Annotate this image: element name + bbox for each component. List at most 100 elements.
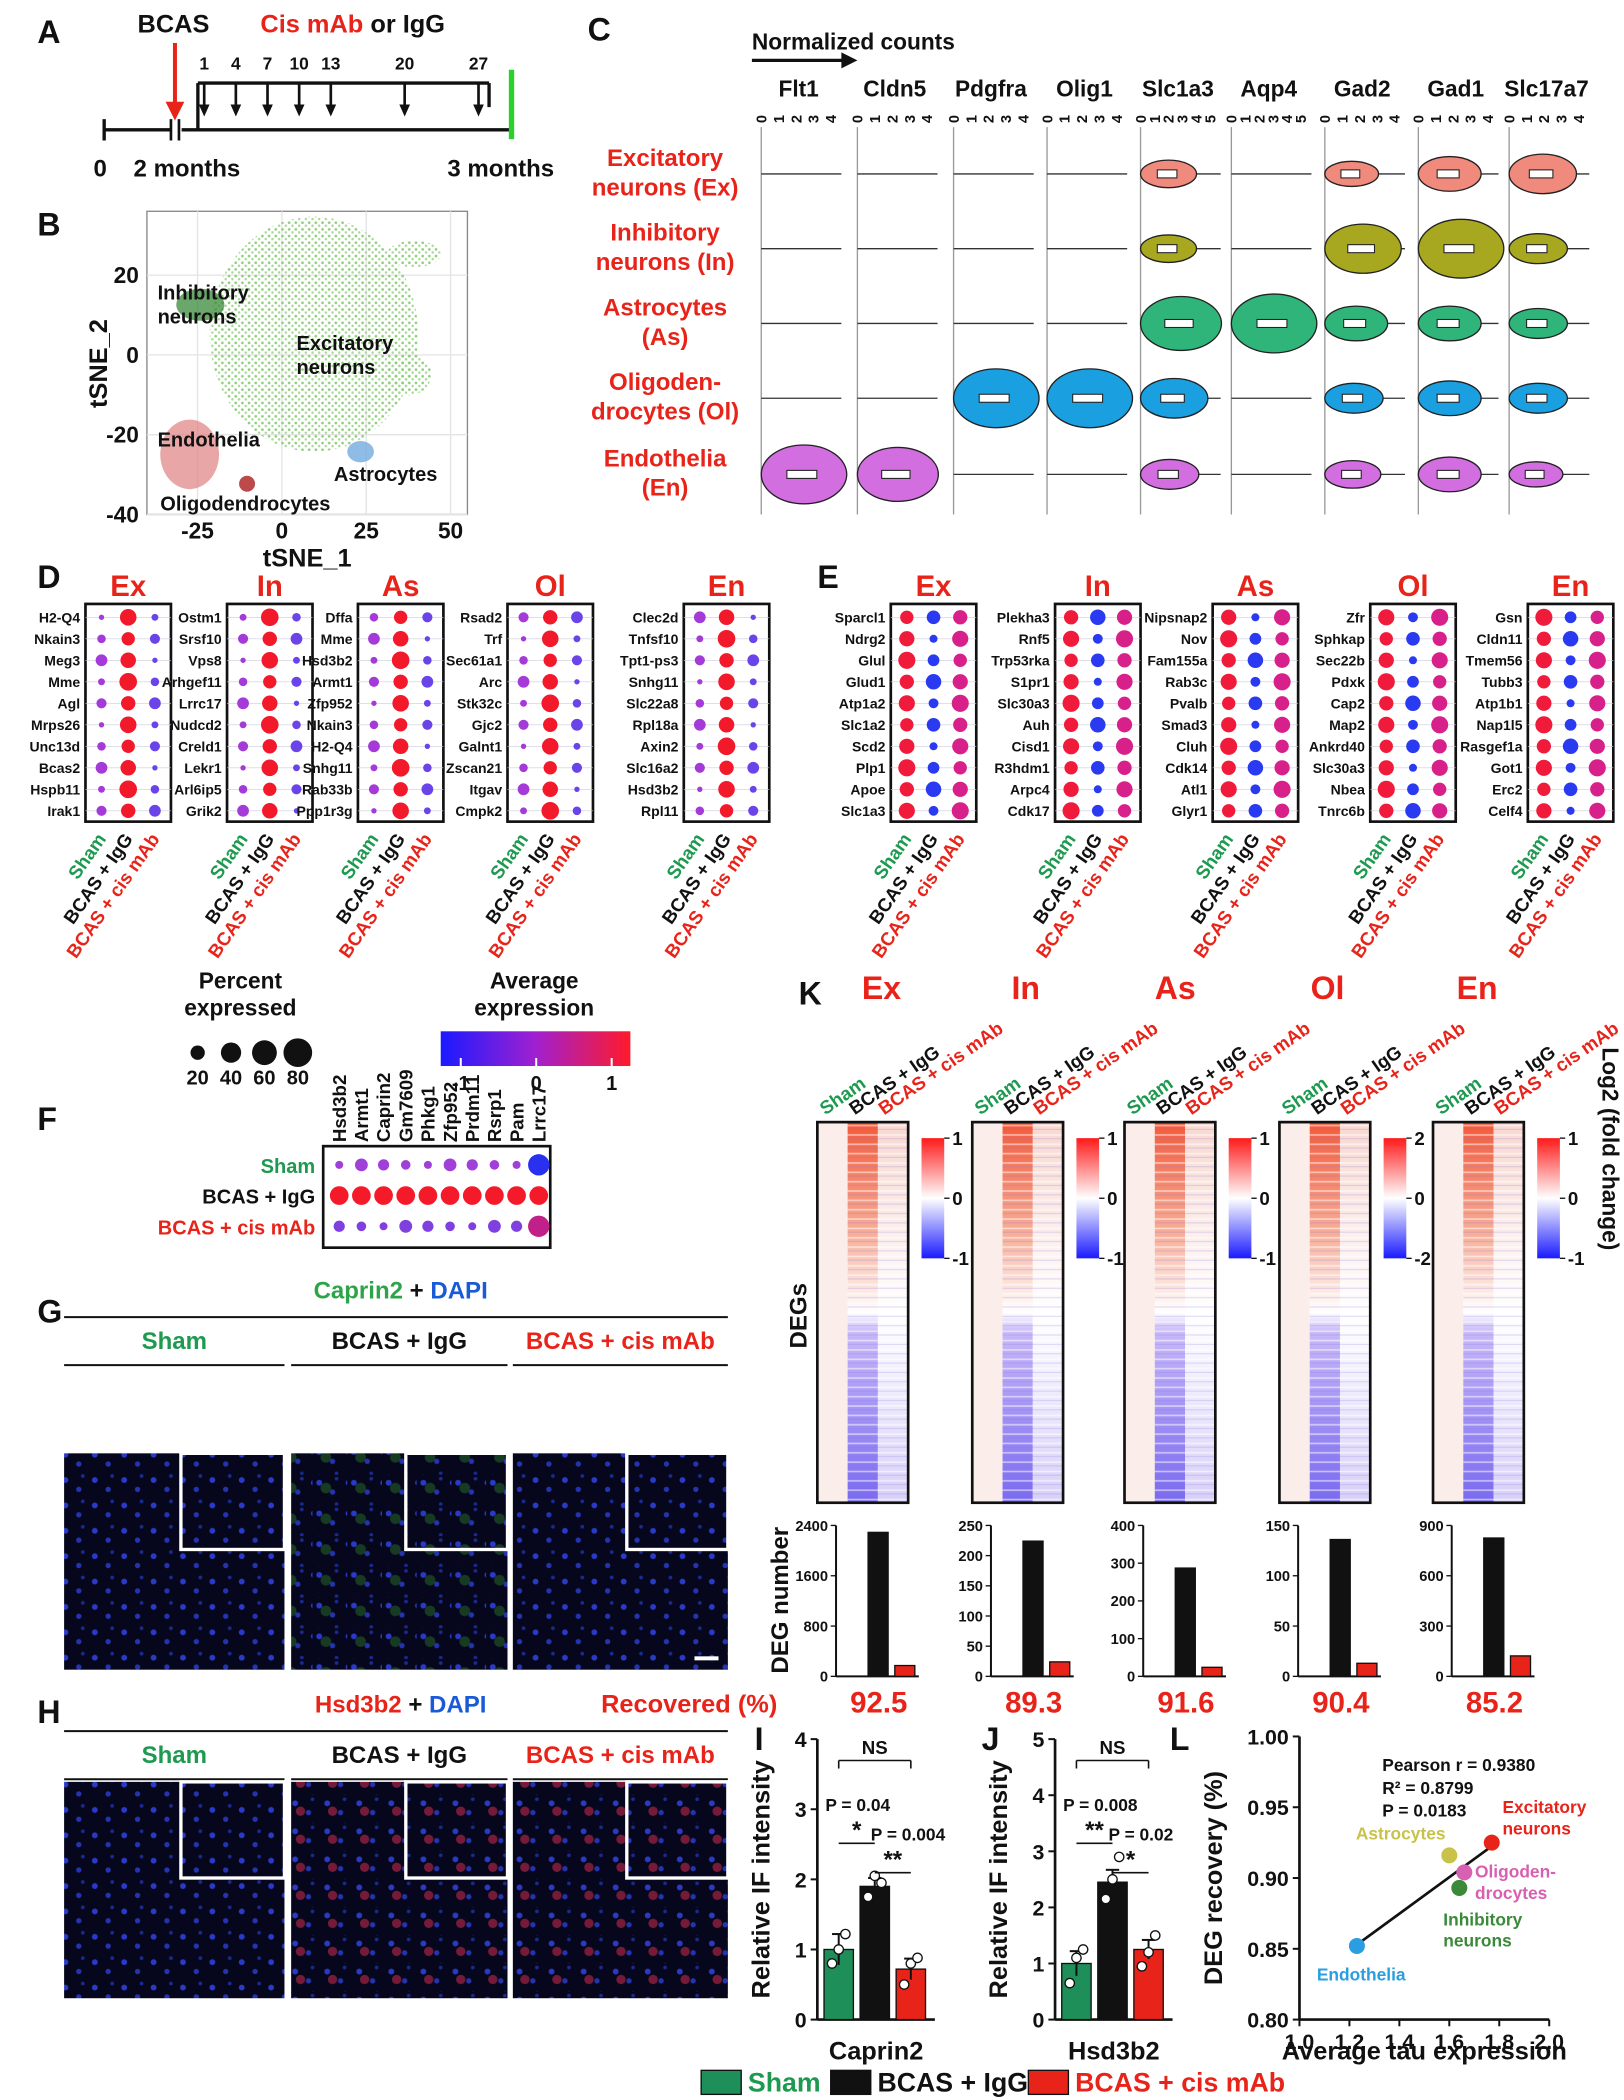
expression-dot	[1063, 717, 1079, 732]
gene-label: Gjc2	[472, 717, 503, 733]
violin-box	[1341, 469, 1362, 479]
group-title: As	[1155, 970, 1196, 1006]
gene-label: Pvalb	[1170, 696, 1207, 712]
cluster-region	[387, 240, 441, 268]
expression-dot	[1251, 720, 1260, 729]
expression-dot	[1091, 804, 1104, 817]
expression-dot	[1275, 632, 1289, 646]
expression-dot	[1379, 632, 1393, 646]
expression-dot	[423, 763, 432, 773]
condition-label: Sham	[142, 1328, 207, 1355]
day-label: 10	[290, 54, 309, 74]
colorbar	[1076, 1138, 1100, 1259]
expression-dot	[1408, 656, 1417, 665]
size-key	[252, 1040, 277, 1066]
gene-label: Pam	[506, 1103, 527, 1142]
expression-dot	[718, 609, 735, 626]
panel-letter: I	[755, 1721, 764, 1757]
gene-label: H2-Q4	[311, 739, 352, 755]
expression-dot	[1117, 653, 1132, 668]
tick-label: 0	[755, 115, 771, 123]
expression-dot	[393, 674, 408, 690]
colorbar-tick-label: -1	[952, 1248, 969, 1269]
expression-dot	[1090, 609, 1106, 626]
legend-label: 40	[220, 1068, 242, 1090]
y-tick-label: 0	[975, 1670, 983, 1686]
expression-dot	[1250, 676, 1261, 687]
y-tick-label: 0.80	[1247, 2009, 1289, 2033]
expression-dot	[1251, 613, 1260, 622]
gene-label: Pdxk	[1331, 674, 1365, 690]
gene-label: Stk32c	[457, 696, 502, 712]
data-point	[1456, 1864, 1473, 1881]
expression-dot	[517, 783, 530, 796]
expression-dot	[1431, 759, 1448, 776]
gene-label: Axin2	[640, 739, 678, 755]
y-axis-label: Relative IF intensity	[747, 1760, 775, 1998]
tick-label: 1	[1336, 115, 1352, 123]
expression-dot	[291, 676, 302, 687]
colorbar-tick-label: 1	[1259, 1128, 1269, 1149]
expression-dot	[1590, 674, 1605, 689]
expression-dot	[696, 635, 704, 643]
expression-dot	[423, 807, 431, 815]
tick-label: 1	[1058, 115, 1074, 123]
recovered-value: 89.3	[1005, 1686, 1062, 1719]
sig-label: *	[852, 1817, 862, 1844]
gene-label: Vps8	[188, 653, 222, 669]
expression-dot	[1431, 652, 1448, 669]
legend-swatch	[830, 2069, 872, 2096]
legend-label: 80	[287, 1068, 309, 1090]
condition-label: Sham	[261, 1156, 316, 1178]
expression-dot	[1408, 612, 1418, 623]
expression-dot	[150, 677, 160, 687]
expression-dot	[718, 717, 735, 733]
gene-label: Cisd1	[1012, 739, 1050, 755]
y-tick-label: 0.85	[1247, 1938, 1289, 1962]
expression-dot	[899, 674, 914, 689]
tick-label: 4	[1110, 114, 1126, 123]
expression-dot	[468, 1222, 477, 1231]
expression-dot	[1536, 695, 1552, 711]
gene-label: Mme	[48, 674, 80, 690]
tick-label: 0	[1412, 115, 1428, 123]
expression-dot	[927, 654, 940, 667]
legend-label: BCAS + cis mAb	[1075, 2068, 1285, 2098]
expression-dot	[399, 1219, 413, 1233]
heatmap-texture	[1463, 1122, 1524, 1503]
cell-type-label: (En)	[642, 475, 689, 502]
expression-dot	[898, 651, 916, 669]
tick-label: 2	[1537, 115, 1553, 123]
expression-dot	[926, 717, 941, 732]
expression-dot	[574, 679, 580, 685]
expression-dot	[507, 1186, 526, 1205]
dotplot-frame	[1526, 602, 1615, 823]
gene-label: Nudcd2	[170, 717, 222, 733]
expression-dot	[1090, 653, 1105, 668]
x-axis-label: Average tau expression	[1282, 2038, 1567, 2066]
gene-label: Ostm1	[178, 610, 222, 626]
colorbar-tick-label: 0	[952, 1188, 962, 1209]
expression-dot	[1091, 697, 1104, 710]
condition-label: BCAS + IgG	[332, 1742, 467, 1769]
expression-dot	[396, 1186, 416, 1205]
expression-dot	[1588, 759, 1606, 777]
y-tick-label: 200	[1111, 1594, 1136, 1610]
legend-title: expression	[474, 994, 594, 1020]
expression-dot	[1064, 653, 1078, 667]
expression-dot	[572, 699, 582, 708]
expression-dot	[1220, 630, 1238, 648]
y-tick-label: 600	[1419, 1569, 1444, 1585]
point-label: Excitatory	[1502, 1797, 1586, 1817]
gene-label: Cap2	[1331, 696, 1365, 712]
dotplot-frame	[682, 602, 771, 823]
recovered-value: 85.2	[1466, 1686, 1523, 1719]
expression-dot	[293, 656, 300, 664]
condition-label: BCAS + IgG	[202, 1187, 315, 1209]
expression-dot	[239, 613, 247, 621]
expression-dot	[694, 762, 705, 773]
violin-box	[1340, 169, 1361, 179]
gene-label: Atp1a2	[839, 696, 886, 712]
legend-label: 1	[606, 1073, 617, 1095]
expression-dot	[926, 610, 941, 625]
